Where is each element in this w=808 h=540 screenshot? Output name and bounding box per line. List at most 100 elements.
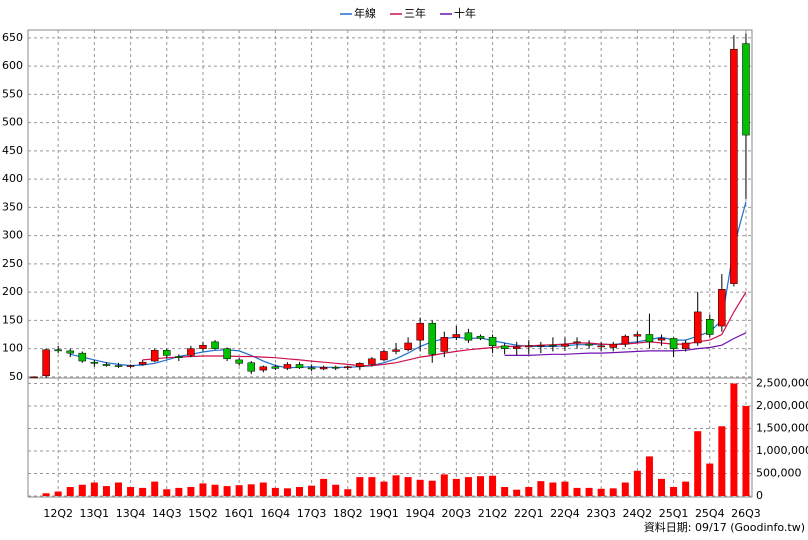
x-tick-label: 16Q4: [261, 507, 291, 520]
volume-bar: [163, 489, 171, 496]
candle-body: [621, 335, 630, 345]
volume-bar: [452, 478, 460, 496]
candle-body: [525, 345, 533, 348]
volume-bar: [585, 487, 593, 496]
candle-body: [368, 358, 376, 365]
volume-bar: [633, 470, 641, 496]
x-tick-label: 25Q4: [695, 507, 725, 520]
x-tick-label: 15Q2: [188, 507, 218, 520]
volume-bar: [283, 488, 291, 496]
x-tick-label: 23Q3: [586, 507, 616, 520]
x-tick-label: 12Q2: [43, 507, 73, 520]
volume-bar: [597, 488, 605, 496]
volume-bar: [223, 486, 231, 496]
volume-bar: [742, 406, 750, 496]
candle-body: [211, 341, 219, 349]
volume-bar: [537, 481, 545, 496]
volume-bar: [706, 463, 714, 496]
volume-bar: [187, 487, 195, 496]
volume-bar: [320, 478, 328, 496]
y2-tick-label: 1,000,000: [756, 444, 808, 457]
y2-tick-label: 2,500,000: [756, 377, 808, 390]
y2-tick-label: 2,000,000: [756, 399, 808, 412]
volume-bar: [151, 481, 159, 496]
volume-bar: [549, 482, 557, 496]
volume-bar: [115, 482, 122, 496]
legend-label: 三年: [404, 6, 426, 20]
candle-body: [549, 344, 557, 347]
legend-label: 十年: [454, 6, 476, 20]
x-tick-label: 13Q4: [116, 507, 146, 520]
volume-bar: [211, 484, 219, 496]
volume-bar: [308, 485, 316, 496]
y-tick-label: 600: [2, 59, 23, 72]
candle-body: [597, 345, 605, 348]
volume-bar: [730, 383, 738, 496]
volume-bar: [621, 482, 629, 496]
x-tick-label: 25Q1: [659, 507, 689, 520]
volume-bar: [54, 491, 62, 496]
volume-bar: [42, 493, 50, 496]
x-tick-label: 16Q1: [224, 507, 254, 520]
y-tick-label: 450: [2, 144, 23, 157]
candle-body: [500, 345, 509, 349]
volume-bar: [670, 487, 678, 496]
candle-body: [307, 367, 316, 370]
legend-label: 年線: [354, 6, 376, 20]
candle-body: [380, 351, 388, 361]
candle-body: [66, 350, 74, 354]
candle-body: [259, 366, 268, 371]
candle-body: [344, 366, 352, 369]
candle-body: [488, 337, 497, 347]
volume-bar: [501, 487, 509, 496]
candle-body: [645, 334, 654, 343]
ma-line: [504, 332, 747, 356]
candle-body: [90, 361, 99, 364]
x-tick-label: 21Q2: [478, 507, 508, 520]
candle-body: [175, 356, 183, 358]
volume-bar: [247, 484, 255, 496]
candle-body: [742, 43, 750, 136]
candle-body: [295, 364, 304, 369]
volume-bar: [609, 488, 617, 496]
candle-body: [730, 48, 738, 284]
volume-bar: [416, 479, 424, 496]
volume-bar: [658, 478, 665, 496]
volume-bar: [392, 475, 400, 496]
candle-body: [633, 334, 642, 337]
candle-body: [114, 365, 123, 367]
candle-body: [331, 367, 340, 369]
x-tick-label: 26Q3: [731, 507, 761, 520]
candle-body: [537, 344, 545, 347]
volume-bar: [694, 431, 702, 496]
x-tick-label: 18Q2: [333, 507, 363, 520]
candle-body: [681, 342, 690, 349]
candle-body: [163, 350, 171, 356]
candle-body: [512, 346, 521, 349]
ma-line: [70, 201, 747, 369]
y-tick-label: 500: [2, 116, 23, 129]
y-tick-label: 250: [2, 257, 23, 270]
volume-bar: [368, 477, 376, 496]
candle-body: [126, 365, 135, 367]
candle-body: [392, 349, 400, 352]
volume-bar: [139, 487, 147, 496]
candle-body: [102, 364, 111, 366]
candle-body: [138, 361, 147, 365]
candle-body: [54, 349, 62, 352]
volume-bar: [296, 487, 303, 496]
x-tick-label: 19Q4: [405, 507, 435, 520]
candle-body: [199, 344, 207, 349]
volume-bar: [332, 484, 340, 496]
candle-body: [464, 332, 473, 341]
volume-bar: [356, 477, 364, 496]
candle-body: [706, 318, 714, 335]
volume-bar: [235, 485, 243, 496]
volume-bar: [404, 477, 412, 496]
candle-body: [319, 367, 328, 370]
candle-body: [247, 362, 255, 372]
candle-body: [452, 334, 461, 338]
volume-bar: [127, 487, 135, 496]
volume-bar: [175, 487, 183, 496]
